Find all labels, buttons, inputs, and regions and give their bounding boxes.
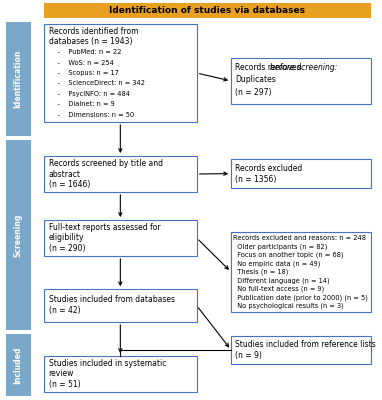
Text: (n = 297): (n = 297) (235, 88, 272, 96)
Bar (44, 3, 371, 18)
Text: Publication date (prior to 2000) (n = 5): Publication date (prior to 2000) (n = 5) (233, 294, 368, 301)
Text: No psychological results (n = 3): No psychological results (n = 3) (233, 303, 344, 309)
Text: Records removed: Records removed (235, 64, 304, 72)
Text: -    PsycINFO: n = 484: - PsycINFO: n = 484 (49, 91, 129, 97)
Bar (44, 356, 197, 392)
Text: Different language (n = 14): Different language (n = 14) (233, 277, 330, 284)
Text: (n = 51): (n = 51) (49, 380, 80, 389)
Text: Studies included from reference lists: Studies included from reference lists (235, 340, 376, 349)
Text: Records excluded and reasons: n = 248: Records excluded and reasons: n = 248 (233, 235, 366, 241)
Text: (n = 42): (n = 42) (49, 306, 80, 315)
Text: -    Scopus: n = 17: - Scopus: n = 17 (49, 70, 118, 76)
Text: Identification: Identification (14, 50, 23, 108)
Text: Identification of studies via databases: Identification of studies via databases (109, 6, 305, 15)
Text: -    WoS: n = 254: - WoS: n = 254 (49, 60, 113, 66)
Bar (231, 232, 371, 312)
Bar (231, 159, 371, 188)
Bar (231, 336, 371, 364)
Text: -    Dialnet: n = 9: - Dialnet: n = 9 (49, 101, 114, 107)
Text: review: review (49, 370, 74, 378)
Text: Records screened by title and: Records screened by title and (49, 159, 162, 168)
Text: (n = 290): (n = 290) (49, 244, 85, 253)
Text: Duplicates: Duplicates (235, 76, 276, 84)
Bar (6, 334, 31, 396)
Text: Studies included in systematic: Studies included in systematic (49, 359, 166, 368)
Bar (6, 140, 31, 330)
Bar (44, 220, 197, 256)
Text: (n = 1356): (n = 1356) (235, 175, 276, 184)
Bar (44, 289, 197, 322)
Text: Thesis (n = 18): Thesis (n = 18) (233, 269, 289, 275)
Text: Records excluded: Records excluded (235, 164, 302, 172)
Text: Focus on another topic (n = 68): Focus on another topic (n = 68) (233, 252, 344, 258)
Bar (44, 24, 197, 122)
Text: -    Dimensions: n = 50: - Dimensions: n = 50 (49, 112, 134, 118)
Text: before screening:: before screening: (270, 64, 337, 72)
Text: Full-text reports assessed for: Full-text reports assessed for (49, 223, 160, 232)
Text: (n = 1646): (n = 1646) (49, 180, 90, 189)
Text: -    PubMed: n = 22: - PubMed: n = 22 (49, 49, 121, 55)
Text: (n = 9): (n = 9) (235, 351, 262, 360)
Text: databases (n = 1943): databases (n = 1943) (49, 37, 132, 46)
Text: Records identified from: Records identified from (49, 27, 138, 36)
Text: No empiric data (n = 49): No empiric data (n = 49) (233, 260, 321, 267)
Text: No full-text access (n = 9): No full-text access (n = 9) (233, 286, 325, 292)
Text: eligibility: eligibility (49, 234, 84, 242)
Text: -    ScienceDirect: n = 342: - ScienceDirect: n = 342 (49, 80, 144, 86)
Text: abstract: abstract (49, 170, 81, 178)
Text: Screening: Screening (14, 213, 23, 257)
Bar (44, 156, 197, 192)
Text: Older participants (n = 82): Older participants (n = 82) (233, 243, 328, 250)
Text: Included: Included (14, 346, 23, 384)
Bar (6, 22, 31, 136)
Bar (231, 58, 371, 104)
Text: Studies included from databases: Studies included from databases (49, 295, 175, 304)
